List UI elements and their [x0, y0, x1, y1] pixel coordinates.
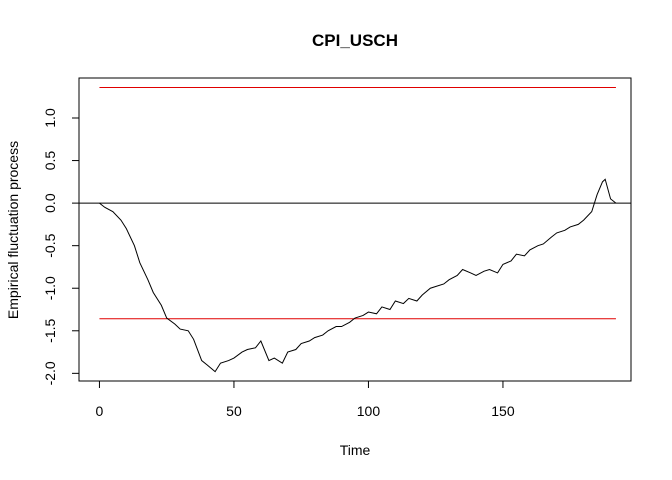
y-axis-label: Empirical fluctuation process — [5, 141, 21, 319]
x-tick-label: 100 — [357, 403, 381, 419]
y-tick-label: 0.5 — [42, 151, 58, 171]
x-axis-label: Time — [340, 442, 371, 458]
y-tick-label: 0.0 — [42, 193, 58, 213]
x-tick-label: 50 — [226, 403, 242, 419]
plot-box — [78, 77, 632, 382]
y-tick-label: -2.0 — [42, 361, 58, 385]
x-tick-label: 150 — [491, 403, 515, 419]
y-tick-label: 1.0 — [42, 108, 58, 128]
y-tick-label: -1.0 — [42, 276, 58, 300]
data-line — [99, 178, 617, 373]
y-tick-label: -0.5 — [42, 233, 58, 257]
chart-title: CPI_USCH — [312, 31, 398, 50]
x-tick-label: 0 — [96, 403, 104, 419]
y-tick-label: -1.5 — [42, 319, 58, 343]
